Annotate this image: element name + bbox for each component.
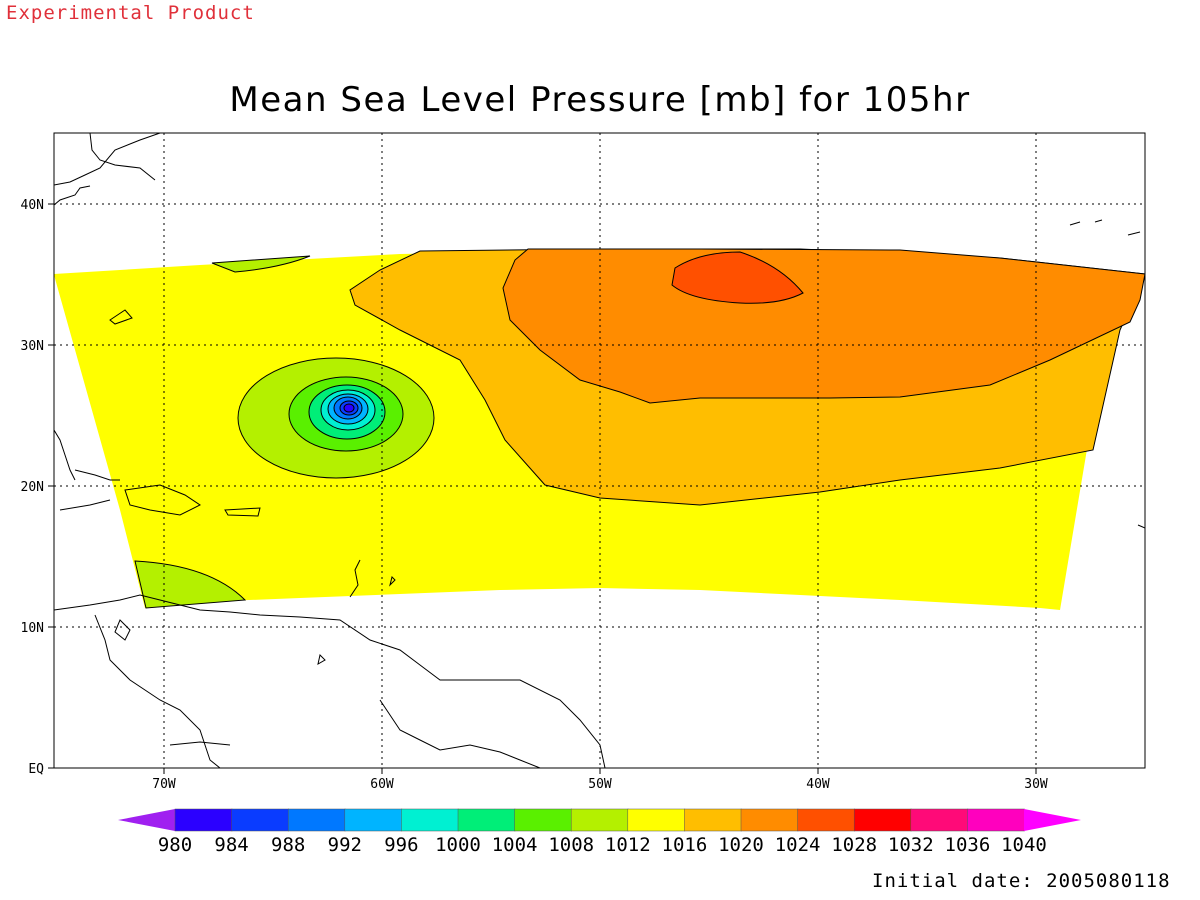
map-title: Mean Sea Level Pressure [mb] for 105hr [229, 80, 971, 120]
lon-label-70w: 70W [152, 777, 176, 792]
colorbar-box [231, 808, 289, 832]
region-1020 [502, 248, 1145, 404]
colorbar-level-label: 1000 [435, 834, 481, 856]
colorbar-level-label: 1016 [662, 834, 708, 856]
colorbar-box [853, 808, 912, 832]
colorbar-box [570, 808, 629, 832]
colorbar-level-label: 984 [214, 834, 248, 856]
lat-label-20n: 20N [21, 480, 44, 495]
colorbar-level-label: 1040 [1001, 834, 1047, 856]
colorbar-box [967, 808, 1025, 832]
colorbar-box [287, 808, 346, 832]
colorbar-box [457, 808, 516, 832]
colorbar-level-label: 1008 [548, 834, 594, 856]
colorbar-box [684, 808, 742, 832]
colorbar-box [627, 808, 686, 832]
colorbar-box [797, 808, 855, 832]
colorbar-level-label: 996 [384, 834, 418, 856]
colorbar-box [174, 808, 233, 832]
lon-label-50w: 50W [588, 777, 612, 792]
colorbar-level-label: 980 [158, 834, 192, 856]
lat-label-10n: 10N [21, 621, 44, 636]
grid-lines [54, 133, 1145, 768]
colorbar-level-label: 992 [328, 834, 362, 856]
colorbar-arrow-low [118, 809, 175, 831]
colorbar-box [740, 808, 799, 832]
colorbar: 980 984 988 992 996 1000 1004 1008 1012 1016 1020 1… [118, 808, 1081, 856]
colorbar-level-label: 1036 [945, 834, 991, 856]
map-fill-layer [54, 133, 1145, 768]
lon-label-60w: 60W [370, 777, 394, 792]
colorbar-level-label: 1028 [831, 834, 877, 856]
hurricane-low [237, 357, 435, 479]
lon-label-30w: 30W [1024, 777, 1048, 792]
colorbar-box [401, 808, 459, 832]
colorbar-level-label: 1032 [888, 834, 934, 856]
colorbar-box [910, 808, 969, 832]
coastlines [54, 133, 1145, 768]
colorbar-level-label: 1024 [775, 834, 821, 856]
colorbar-level-label: 1020 [718, 834, 764, 856]
lat-label-40n: 40N [21, 198, 44, 213]
region-1024 [671, 251, 804, 304]
colorbar-box [344, 808, 403, 832]
colorbar-arrow-high [1024, 809, 1081, 831]
region-1008-nw [211, 255, 311, 273]
colorbar-level-label: 1012 [605, 834, 651, 856]
axis-ticks [48, 203, 1037, 774]
experimental-product-label: Experimental Product [6, 2, 255, 24]
lon-label-40w: 40W [806, 777, 830, 792]
initial-date-label: Initial date: 2005080118 [872, 870, 1171, 892]
lat-label-eq: EQ [28, 762, 44, 777]
lat-label-30n: 30N [21, 339, 44, 354]
colorbar-level-label: 1004 [492, 834, 538, 856]
region-1008-sw [134, 560, 247, 609]
colorbar-level-label: 988 [271, 834, 305, 856]
colorbar-box [514, 808, 572, 832]
